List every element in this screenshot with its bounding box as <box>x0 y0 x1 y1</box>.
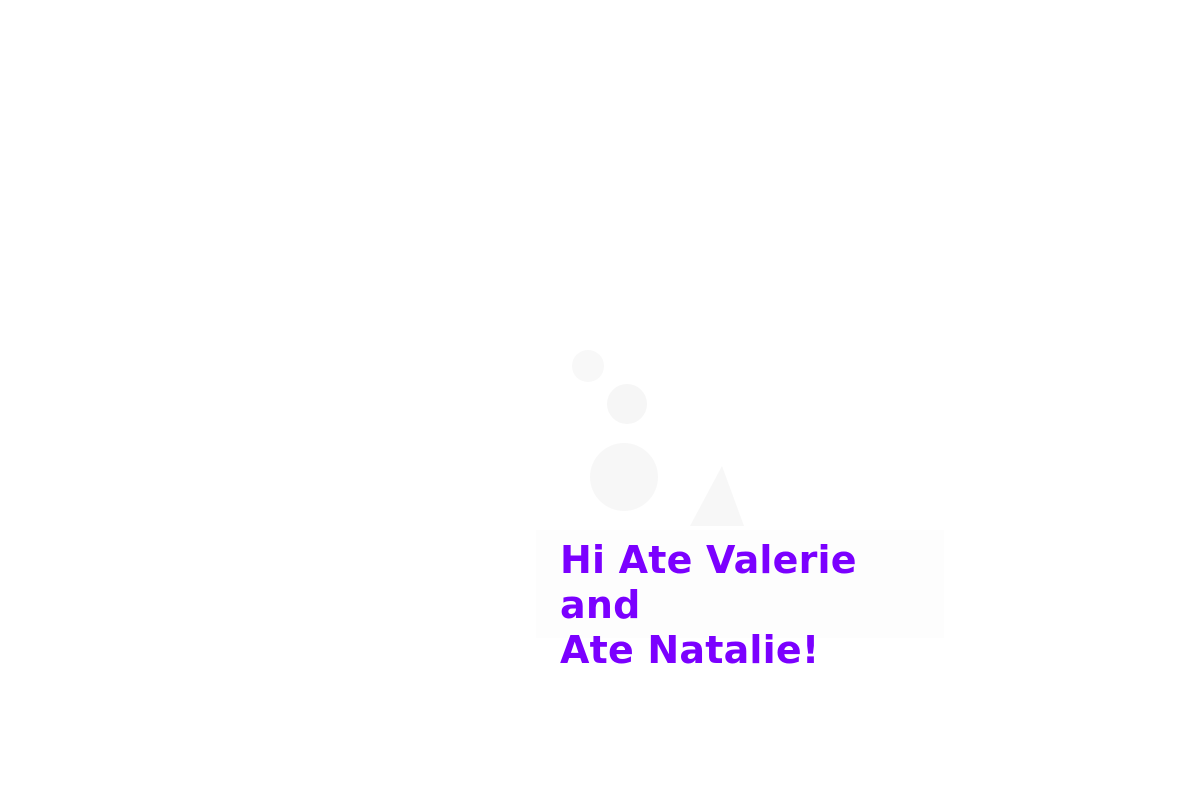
greeting-line-2: Ate Natalie! <box>560 628 820 672</box>
faint-circle-large <box>590 443 658 511</box>
faint-circle-small <box>572 350 604 382</box>
greeting-heading: Hi Ate Valerie and Ate Natalie! <box>560 538 944 673</box>
faint-circle-medium <box>607 384 647 424</box>
greeting-line-1: Hi Ate Valerie and <box>560 538 857 627</box>
greeting-banner: Hi Ate Valerie and Ate Natalie! <box>536 530 944 672</box>
faint-triangle-shape <box>690 466 744 526</box>
